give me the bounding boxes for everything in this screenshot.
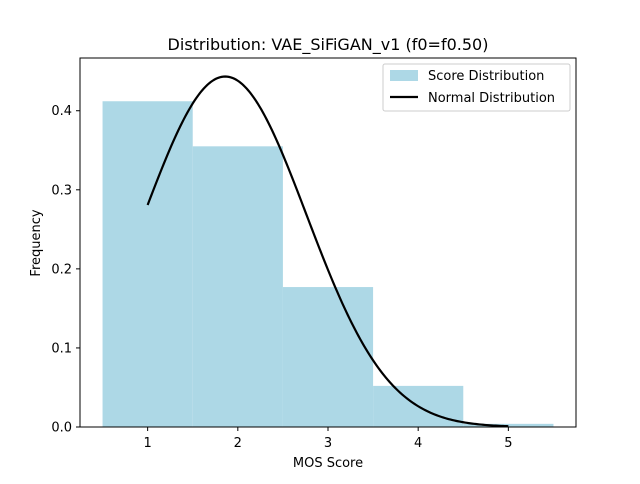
y-tick-label: 0.2	[51, 262, 72, 277]
y-axis-label: Frequency	[29, 209, 44, 276]
y-tick-label: 0.3	[51, 183, 72, 198]
y-tick-label: 0.0	[51, 421, 72, 436]
x-tick-label: 3	[324, 436, 332, 451]
legend-label-normal-distribution: Normal Distribution	[428, 91, 555, 106]
x-tick-label: 2	[234, 436, 242, 451]
x-tick-label: 1	[143, 436, 151, 451]
histogram-bar	[192, 146, 283, 428]
y-tick-label: 0.4	[51, 104, 72, 119]
x-tick-label: 5	[504, 436, 512, 451]
legend: Score Distribution Normal Distribution	[382, 63, 571, 112]
legend-box	[382, 63, 571, 112]
x-axis-ticks: 1 2 3 4 5	[143, 427, 513, 451]
legend-label-score-distribution: Score Distribution	[428, 69, 544, 84]
x-axis-label: MOS Score	[293, 456, 363, 471]
y-tick-label: 0.1	[51, 341, 72, 356]
histogram-bar	[282, 287, 374, 427]
chart-title: Distribution: VAE_SiFiGAN_v1 (f0=f0.50)	[168, 35, 489, 55]
histogram-bar	[102, 101, 193, 427]
legend-swatch-score-distribution	[390, 70, 418, 81]
x-tick-label: 4	[414, 436, 422, 451]
normal-distribution-curve	[146, 75, 509, 428]
y-axis-ticks: 0.0 0.1 0.2 0.3 0.4	[51, 104, 80, 436]
